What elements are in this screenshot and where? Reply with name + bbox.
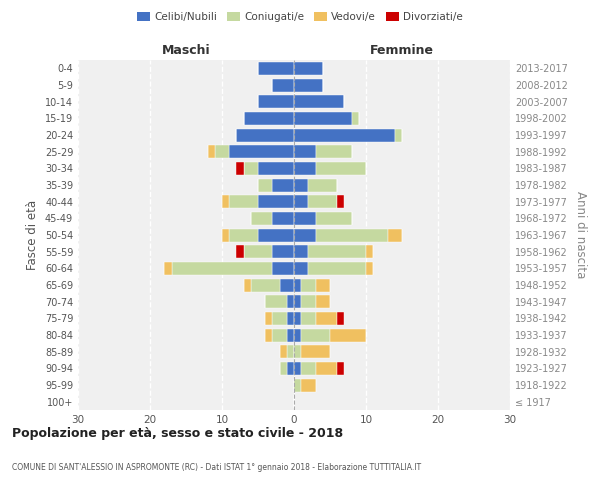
Bar (272, 312, 287, 325)
Bar (337, 362, 344, 375)
Bar (352, 112, 359, 125)
Text: Popolazione per età, sesso e stato civile - 2018: Popolazione per età, sesso e stato civil… (12, 428, 343, 440)
Bar (258, 62, 294, 75)
Bar (294, 345, 301, 358)
Bar (258, 95, 294, 108)
Bar (294, 112, 352, 125)
Bar (301, 362, 316, 375)
Bar (258, 195, 294, 208)
Bar (308, 262, 366, 275)
Bar (244, 112, 294, 125)
Bar (265, 295, 287, 308)
Bar (251, 212, 272, 225)
Bar (294, 212, 316, 225)
Bar (294, 278, 301, 291)
Bar (366, 245, 373, 258)
Bar (337, 195, 344, 208)
Bar (287, 295, 294, 308)
Bar (272, 328, 287, 342)
Bar (164, 262, 172, 275)
Bar (301, 345, 330, 358)
Bar (287, 328, 294, 342)
Bar (337, 312, 344, 325)
Bar (229, 228, 258, 241)
Y-axis label: Anni di nascita: Anni di nascita (574, 192, 587, 278)
Bar (294, 262, 308, 275)
Bar (294, 178, 308, 192)
Bar (294, 295, 301, 308)
Bar (215, 145, 229, 158)
Bar (229, 195, 258, 208)
Bar (287, 312, 294, 325)
Bar (308, 245, 366, 258)
Bar (236, 245, 244, 258)
Bar (251, 278, 280, 291)
Text: Femmine: Femmine (370, 44, 434, 57)
Bar (208, 145, 215, 158)
Bar (244, 162, 258, 175)
Bar (301, 328, 330, 342)
Bar (294, 245, 308, 258)
Bar (294, 128, 395, 141)
Bar (258, 178, 272, 192)
Bar (272, 78, 294, 92)
Bar (244, 278, 251, 291)
Bar (294, 228, 316, 241)
Bar (301, 312, 316, 325)
Bar (294, 312, 301, 325)
Bar (258, 228, 294, 241)
Bar (308, 178, 337, 192)
Bar (172, 262, 272, 275)
Bar (272, 245, 294, 258)
Bar (236, 162, 244, 175)
Bar (294, 62, 323, 75)
Bar (316, 362, 337, 375)
Bar (294, 78, 323, 92)
Bar (294, 145, 316, 158)
Bar (294, 95, 344, 108)
Bar (388, 228, 402, 241)
Y-axis label: Fasce di età: Fasce di età (26, 200, 39, 270)
Bar (280, 278, 294, 291)
Bar (294, 362, 301, 375)
Bar (287, 345, 294, 358)
Bar (272, 212, 294, 225)
Bar (316, 162, 366, 175)
Bar (272, 178, 294, 192)
Bar (395, 128, 402, 141)
Bar (301, 295, 316, 308)
Bar (308, 195, 337, 208)
Bar (229, 145, 294, 158)
Bar (294, 195, 308, 208)
Bar (236, 128, 294, 141)
Bar (330, 328, 366, 342)
Bar (280, 362, 287, 375)
Bar (301, 278, 316, 291)
Bar (258, 162, 294, 175)
Bar (316, 312, 337, 325)
Bar (222, 228, 229, 241)
Bar (316, 278, 330, 291)
Bar (287, 362, 294, 375)
Bar (366, 262, 373, 275)
Bar (265, 328, 272, 342)
Bar (244, 245, 272, 258)
Bar (316, 145, 352, 158)
Text: COMUNE DI SANT'ALESSIO IN ASPROMONTE (RC) - Dati ISTAT 1° gennaio 2018 - Elabora: COMUNE DI SANT'ALESSIO IN ASPROMONTE (RC… (12, 462, 421, 471)
Bar (316, 228, 388, 241)
Bar (294, 378, 301, 392)
Bar (294, 162, 316, 175)
Bar (301, 378, 316, 392)
Bar (280, 345, 287, 358)
Bar (294, 328, 301, 342)
Bar (222, 195, 229, 208)
Legend: Celibi/Nubili, Coniugati/e, Vedovi/e, Divorziati/e: Celibi/Nubili, Coniugati/e, Vedovi/e, Di… (133, 8, 467, 26)
Bar (316, 212, 352, 225)
Bar (272, 262, 294, 275)
Bar (265, 312, 272, 325)
Bar (316, 295, 330, 308)
Text: Maschi: Maschi (161, 44, 211, 57)
